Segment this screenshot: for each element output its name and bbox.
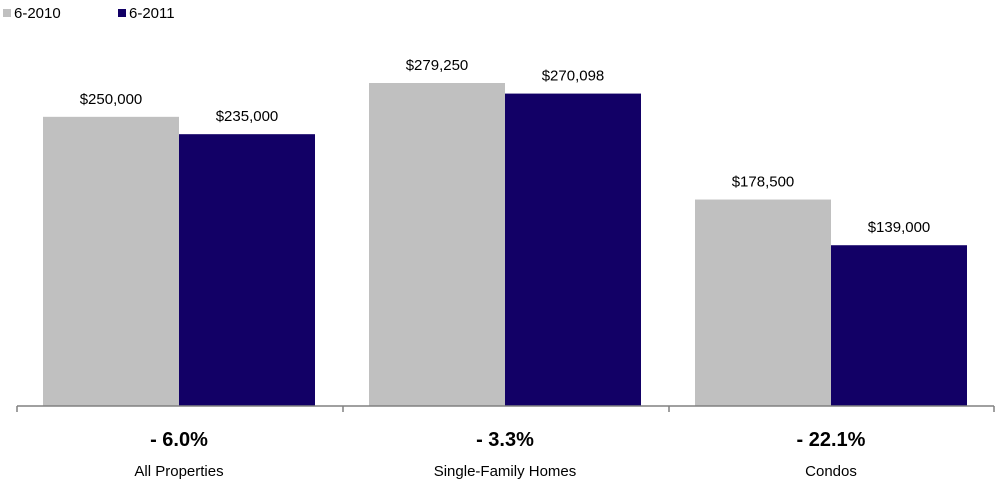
legend-label-6-2011: 6-2011 (129, 5, 175, 22)
data-label-condos-6-2011: $139,000 (868, 219, 931, 236)
data-label-single-family-homes-6-2011: $270,098 (542, 68, 605, 85)
bar-condos-6-2010 (695, 199, 831, 406)
data-label-all-properties-6-2010: $250,000 (80, 91, 143, 108)
change-label-condos: - 22.1% (797, 429, 866, 451)
bars-group: $250,000 $235,000 $279,250 $270,098 $178,500… (43, 57, 967, 407)
bar-single-family-homes-6-2011 (505, 93, 641, 407)
legend-label-6-2010: 6-2010 (14, 5, 61, 22)
category-label-single-family-homes: Single-Family Homes (434, 463, 577, 480)
x-axis: - 6.0% All Properties - 3.3% Single-Family … (16, 405, 995, 480)
bar-single-family-homes-6-2010 (369, 83, 505, 407)
bar-all-properties-6-2010 (43, 116, 179, 406)
data-label-all-properties-6-2011: $235,000 (216, 108, 279, 125)
category-label-all-properties: All Properties (134, 463, 223, 480)
legend-swatch-6-2011 (118, 9, 126, 17)
data-label-condos-6-2010: $178,500 (732, 174, 795, 191)
legend: 6-2010 6-2011 (3, 5, 175, 22)
legend-swatch-6-2010 (3, 9, 11, 17)
bar-all-properties-6-2011 (179, 134, 315, 406)
bar-condos-6-2011 (831, 245, 967, 406)
change-label-all-properties: - 6.0% (150, 429, 208, 451)
category-label-condos: Condos (805, 463, 857, 480)
change-label-single-family-homes: - 3.3% (476, 429, 534, 451)
data-label-single-family-homes-6-2010: $279,250 (406, 57, 469, 74)
